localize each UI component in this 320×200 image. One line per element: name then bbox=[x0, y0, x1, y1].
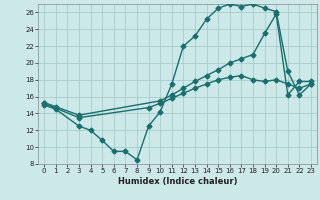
X-axis label: Humidex (Indice chaleur): Humidex (Indice chaleur) bbox=[118, 177, 237, 186]
